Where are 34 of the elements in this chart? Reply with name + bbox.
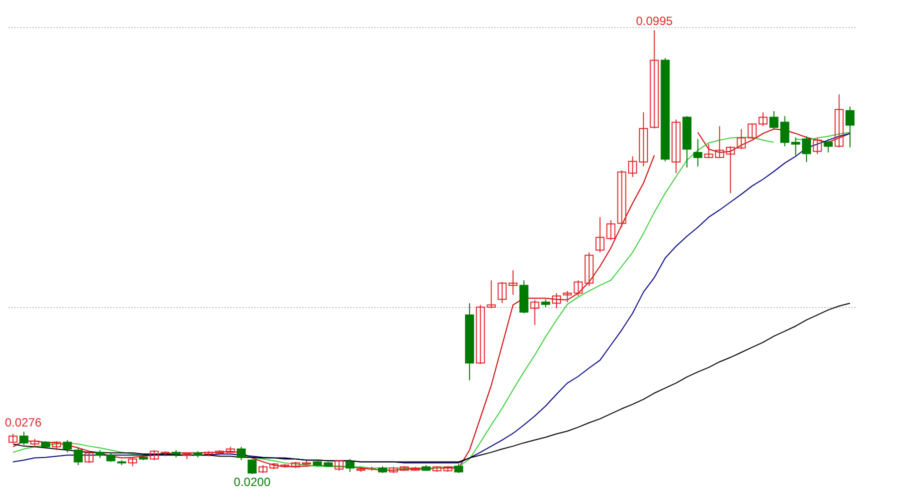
candlestick: [62, 440, 72, 453]
annotation: 0.0200: [234, 475, 271, 490]
candlestick: [769, 110, 778, 129]
candlestick: [650, 30, 659, 129]
candlestick: [812, 137, 822, 155]
candlestick: [74, 447, 83, 466]
candlestick: [758, 112, 768, 127]
candlestick: [248, 458, 257, 475]
candlestick: [19, 431, 28, 446]
candlestick: [345, 458, 354, 472]
candlestick: [595, 216, 604, 253]
annotation: 0.0995: [636, 14, 674, 28]
candlestick: [846, 106, 854, 148]
candlestick: [498, 282, 507, 304]
candlestick: [802, 136, 812, 162]
candlestick: [715, 126, 724, 159]
candlestick: [638, 112, 648, 167]
candlestick: [824, 138, 833, 153]
candlestick: [486, 280, 496, 309]
candlestick: [334, 460, 344, 472]
candlestick: [704, 144, 714, 159]
candlestick: [834, 94, 844, 148]
candlestick: [628, 156, 638, 178]
candlestick: [726, 146, 735, 194]
candlestick: [508, 270, 518, 296]
candlestick: [552, 292, 562, 309]
candlestick: [584, 252, 594, 286]
candlestick: [476, 304, 485, 365]
annotation: 0.0276: [4, 416, 42, 430]
candlestick: [693, 138, 702, 167]
candlestick: [84, 452, 94, 464]
candlestick: [530, 299, 540, 326]
candlestick: [236, 446, 246, 461]
candlestick: [672, 119, 681, 174]
